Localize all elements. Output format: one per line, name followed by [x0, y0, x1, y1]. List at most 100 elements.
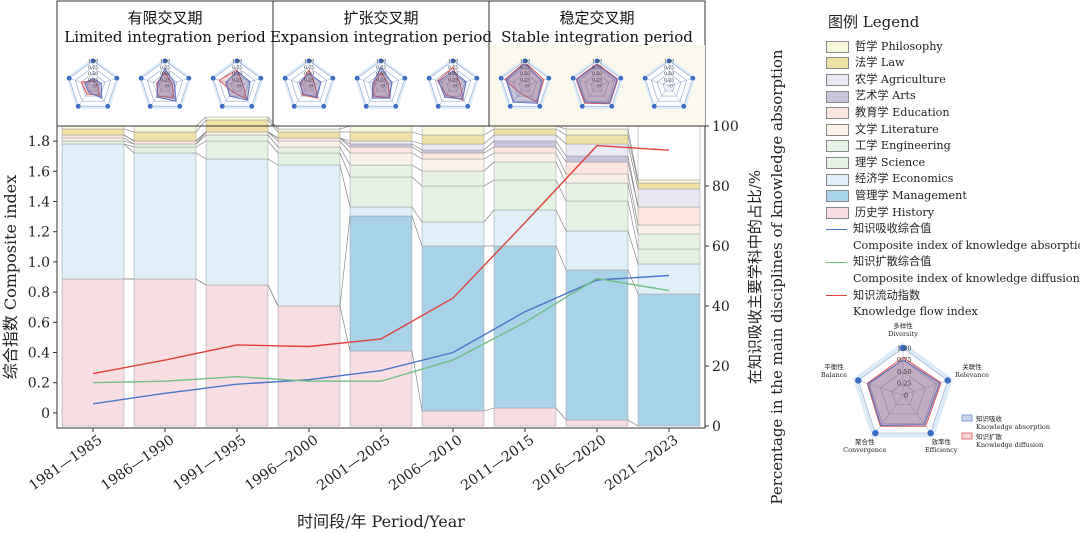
bar-connector [627, 230, 639, 265]
radar-spoke [236, 78, 261, 87]
legend-swatch [826, 123, 849, 136]
radar-spoke [645, 78, 670, 87]
bar-connector [483, 128, 495, 136]
bar-connector [627, 182, 639, 235]
bar-segment-law [637, 182, 701, 190]
radar-tick-label: 0.75 [448, 65, 458, 71]
radar-spoke [438, 85, 454, 107]
bar-segment-economics [421, 221, 485, 247]
x-axis-tick-label-group: 2001—2005 [314, 432, 393, 494]
radar-spoke [452, 85, 468, 107]
legend-title: 图例 Legend [828, 13, 920, 31]
x-axis-tick-label: 1981—1985 [26, 432, 105, 494]
radar-vertex-dot [854, 376, 863, 385]
right-axis-tick-label: 60 [712, 239, 730, 255]
bar-connector [195, 131, 207, 142]
bar-segment-philosophy [565, 128, 629, 136]
period-title-zh: 有限交叉期 [127, 9, 202, 27]
radar-absorption-area [371, 66, 393, 99]
legend-line-label-zh: 知识吸收综合值 [853, 222, 932, 236]
bar-connector [339, 137, 351, 145]
radar-grid-ring [518, 79, 532, 92]
radar-spoke [164, 85, 180, 107]
radar-vertex-dot [185, 75, 192, 82]
x-axis-tick-label: 2021—2023 [602, 432, 681, 494]
bar-connector [555, 209, 567, 232]
radar-tick-label: 0.75 [664, 65, 674, 71]
legend-line-items: 知识吸收综合值 Composite index of knowledge abso… [826, 221, 1080, 321]
left-axis-tick-label: 0.4 [28, 346, 50, 362]
small-radar: 1.000.750.500.250 [138, 57, 192, 110]
bar-segment-literature [493, 152, 557, 163]
radar-tick-label: 0 [904, 391, 908, 399]
bar-segment-engineering [277, 146, 341, 154]
right-axis-label-group: 在知识吸收主要学科中的占比/% Percentage in the main di… [746, 49, 786, 504]
radar-spoke [141, 78, 166, 87]
radar-spoke [78, 85, 94, 107]
legend-swatch [826, 57, 849, 70]
radar-diffusion-area [156, 71, 175, 99]
x-axis-tick-label: 2016—2020 [530, 432, 609, 494]
left-axis-tick-label: 0 [41, 406, 50, 422]
radar-tick-label: 0.75 [592, 65, 602, 71]
bar-segment-agriculture [421, 143, 485, 151]
legend-line-swatch [826, 228, 847, 230]
chart-legend: 图例 Legend 哲学 Philosophy 法学 Law 农学 Agricult… [826, 14, 1080, 321]
bar-connector [267, 140, 279, 154]
radar-vertex-dot [75, 103, 82, 110]
radar-vertex-dot [363, 103, 370, 110]
left-axis-tick-label: 1.6 [28, 164, 50, 180]
bar-segment-history [349, 350, 413, 427]
radar-vertex-dot [521, 57, 529, 65]
radar-tick-label: 0.50 [160, 71, 170, 77]
radar-tick-label: 0 [454, 84, 457, 90]
radar-vertex-dot [642, 75, 649, 82]
radar-tick-label: 0.25 [448, 77, 458, 83]
radar-grid-ring [362, 66, 400, 102]
small-radar: 1.000.750.500.250 [498, 57, 552, 110]
radar-axis-label-en: Convergence [843, 446, 887, 454]
bar-segment-education [493, 146, 557, 154]
x-axis-tick-label-group: 2016—2020 [530, 432, 609, 494]
bar-segment-management [349, 215, 413, 352]
radar-tick-label: 1.00 [160, 59, 170, 65]
radar-vertex-dot [291, 103, 298, 110]
legend-item: 教育学 Education [826, 105, 1080, 122]
radar-tick-label: 0 [598, 84, 601, 90]
x-axis-label: 时间段/年 Period/Year [297, 512, 465, 531]
radar-spoke [294, 85, 310, 107]
bar-segment-arts [493, 140, 557, 148]
legend-label: 农学 Agriculture [855, 72, 946, 86]
legend-swatch [826, 157, 849, 170]
radar-spoke [510, 85, 526, 107]
radar-spoke [524, 78, 549, 87]
legend-line-item: 知识流动指数 [826, 288, 1080, 305]
bar-segment-arts [565, 155, 629, 163]
radar-legend-label-en: Knowledge absorption [976, 423, 1050, 431]
bar-segment-economics [277, 164, 341, 307]
legend-label: 哲学 Philosophy [855, 39, 943, 53]
radar-grid-ring [869, 359, 937, 424]
radar-absorption-area [225, 70, 251, 101]
x-axis-tick-label: 1996—2000 [242, 432, 321, 494]
legend-swatch [826, 40, 849, 53]
line-diffusion [92, 277, 670, 384]
radar-vertex-dot [147, 103, 154, 110]
radar-grid-ring [146, 66, 184, 102]
legend-item: 管理学 Management [826, 188, 1080, 205]
radar-spoke [92, 85, 108, 107]
radar-axis-label-zh: 平衡性 [824, 362, 844, 371]
radar-grid-ring [650, 66, 688, 102]
radar-vertex-dot [138, 75, 145, 82]
bar-connector [555, 140, 567, 157]
bar-connector [411, 152, 423, 160]
x-axis-tick-label: 2011—2015 [458, 432, 537, 494]
bar-segment-economics [493, 209, 557, 247]
radar-tick-label: 0.50 [897, 368, 911, 376]
legend-line-swatch [826, 262, 847, 264]
radar-absorption-area [438, 70, 467, 100]
bar-connector [339, 215, 351, 307]
bar-segment-law [133, 131, 197, 142]
radar-tick-label: 0.75 [897, 356, 911, 364]
bar-connector [627, 173, 639, 226]
